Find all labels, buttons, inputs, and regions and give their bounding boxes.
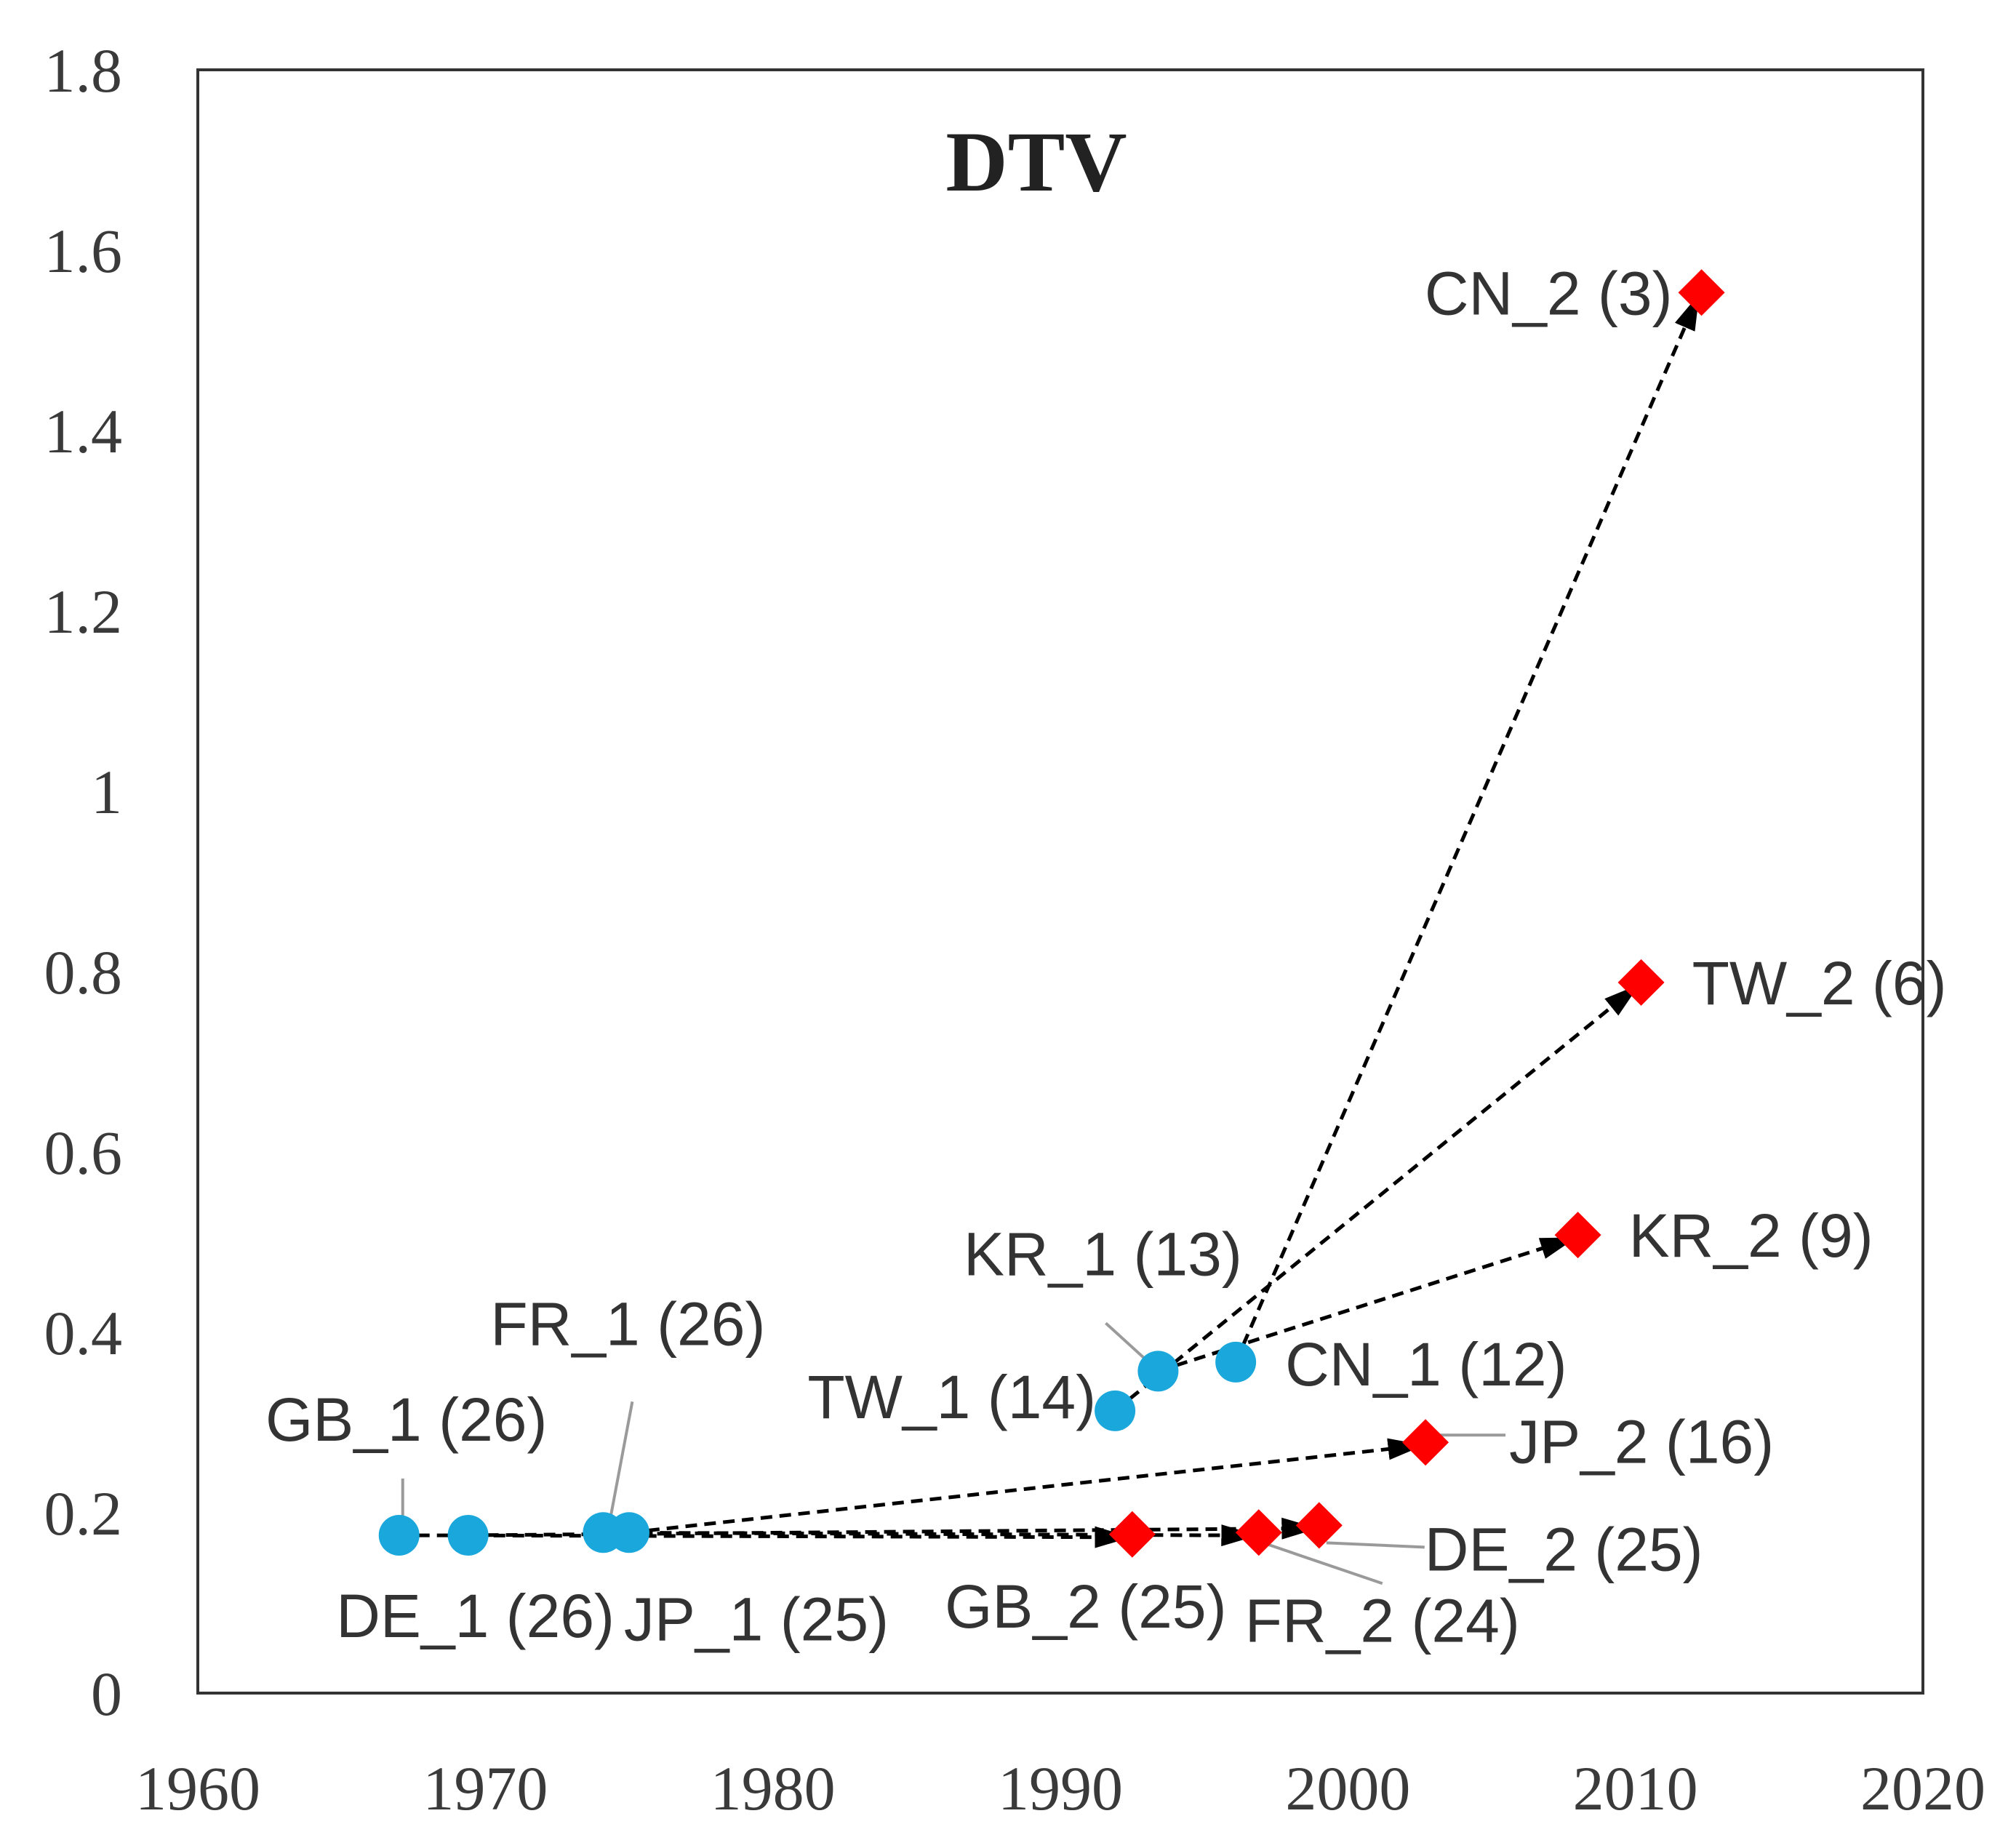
point-gb-1 (378, 1515, 420, 1556)
x-tick-label-1990: 1990 (998, 1753, 1123, 1823)
y-tick-label-0-2: 0.2 (44, 1479, 123, 1548)
point-kr-2 (1554, 1212, 1601, 1259)
data-markers (378, 269, 1725, 1558)
label-tw-2: TW_2 (6) (1692, 949, 1947, 1017)
x-tick-label-2010: 2010 (1573, 1753, 1698, 1823)
label-fr-1: FR_1 (26) (490, 1289, 765, 1358)
point-jp-1 (609, 1512, 649, 1553)
point-de-1 (447, 1515, 489, 1556)
label-gb-1: GB_1 (26) (265, 1385, 548, 1454)
x-tick-label-2020: 2020 (1860, 1753, 1985, 1823)
label-de-1: DE_1 (26) (336, 1582, 615, 1650)
label-kr-1: KR_1 (13) (964, 1220, 1242, 1288)
label-fr-2: FR_2 (24) (1245, 1586, 1520, 1655)
point-gb-2 (1108, 1511, 1156, 1558)
x-tick-label-1980: 1980 (711, 1753, 836, 1823)
leader-line-fr-1 (607, 1401, 634, 1526)
y-tick-label-0-8: 0.8 (44, 937, 123, 1007)
chart-title: DTV (945, 114, 1127, 209)
leader-line-fr-2 (1249, 1537, 1383, 1585)
point-tw-2 (1617, 959, 1665, 1006)
x-tick-label-1970: 1970 (423, 1753, 548, 1823)
point-fr-2 (1235, 1509, 1282, 1556)
point-de-2 (1295, 1502, 1343, 1549)
arrow-kr-1-to-kr-2 (1157, 1236, 1577, 1373)
label-tw-1: TW_1 (14) (807, 1363, 1096, 1431)
x-tick-label-1960: 1960 (135, 1753, 260, 1823)
y-axis-ticks: 0 0.2 0.4 0.6 0.8 1 1.2 1.4 1.6 1.8 (44, 36, 123, 1729)
point-cn-2 (1678, 269, 1725, 316)
y-tick-label-0-4: 0.4 (44, 1298, 123, 1368)
label-cn-1: CN_1 (12) (1285, 1330, 1567, 1399)
label-kr-2: KR_2 (9) (1629, 1201, 1873, 1270)
y-tick-label-0-6: 0.6 (44, 1118, 123, 1188)
label-jp-2: JP_2 (16) (1509, 1407, 1774, 1476)
label-de-2: DE_2 (25) (1425, 1515, 1703, 1583)
point-kr-1 (1137, 1351, 1179, 1392)
point-cn-1 (1215, 1341, 1257, 1383)
plot-area (196, 68, 1924, 1695)
x-tick-label-2000: 2000 (1285, 1753, 1410, 1823)
x-axis-ticks: 1960 1970 1980 1990 2000 2010 2020 (135, 1753, 1985, 1823)
label-cn-2: CN_2 (3) (1425, 259, 1673, 327)
arrow-jp-1-to-jp-2 (628, 1438, 1425, 1535)
point-tw-1 (1095, 1390, 1136, 1431)
y-tick-label-1: 1 (91, 757, 122, 827)
y-tick-label-0: 0 (91, 1659, 122, 1729)
label-jp-1: JP_1 (25) (624, 1585, 889, 1653)
y-tick-label-1-4: 1.4 (44, 396, 123, 466)
y-tick-label-1-6: 1.6 (44, 216, 123, 286)
y-tick-label-1-8: 1.8 (44, 36, 123, 105)
leader-line-de-2 (1326, 1541, 1425, 1549)
y-tick-label-1-2: 1.2 (44, 577, 123, 647)
arrow-cn-1-to-cn-2 (1233, 293, 1700, 1363)
arrow-fr-1-to-fr-2 (603, 1524, 1258, 1547)
label-gb-2: GB_2 (25) (945, 1572, 1227, 1641)
point-labels: GB_1 (26) DE_1 (26) FR_1 (26) JP_1 (25) TW_1… (265, 259, 1947, 1655)
arrow-gb-1-to-gb-2 (399, 1526, 1132, 1548)
point-jp-2 (1402, 1419, 1449, 1466)
